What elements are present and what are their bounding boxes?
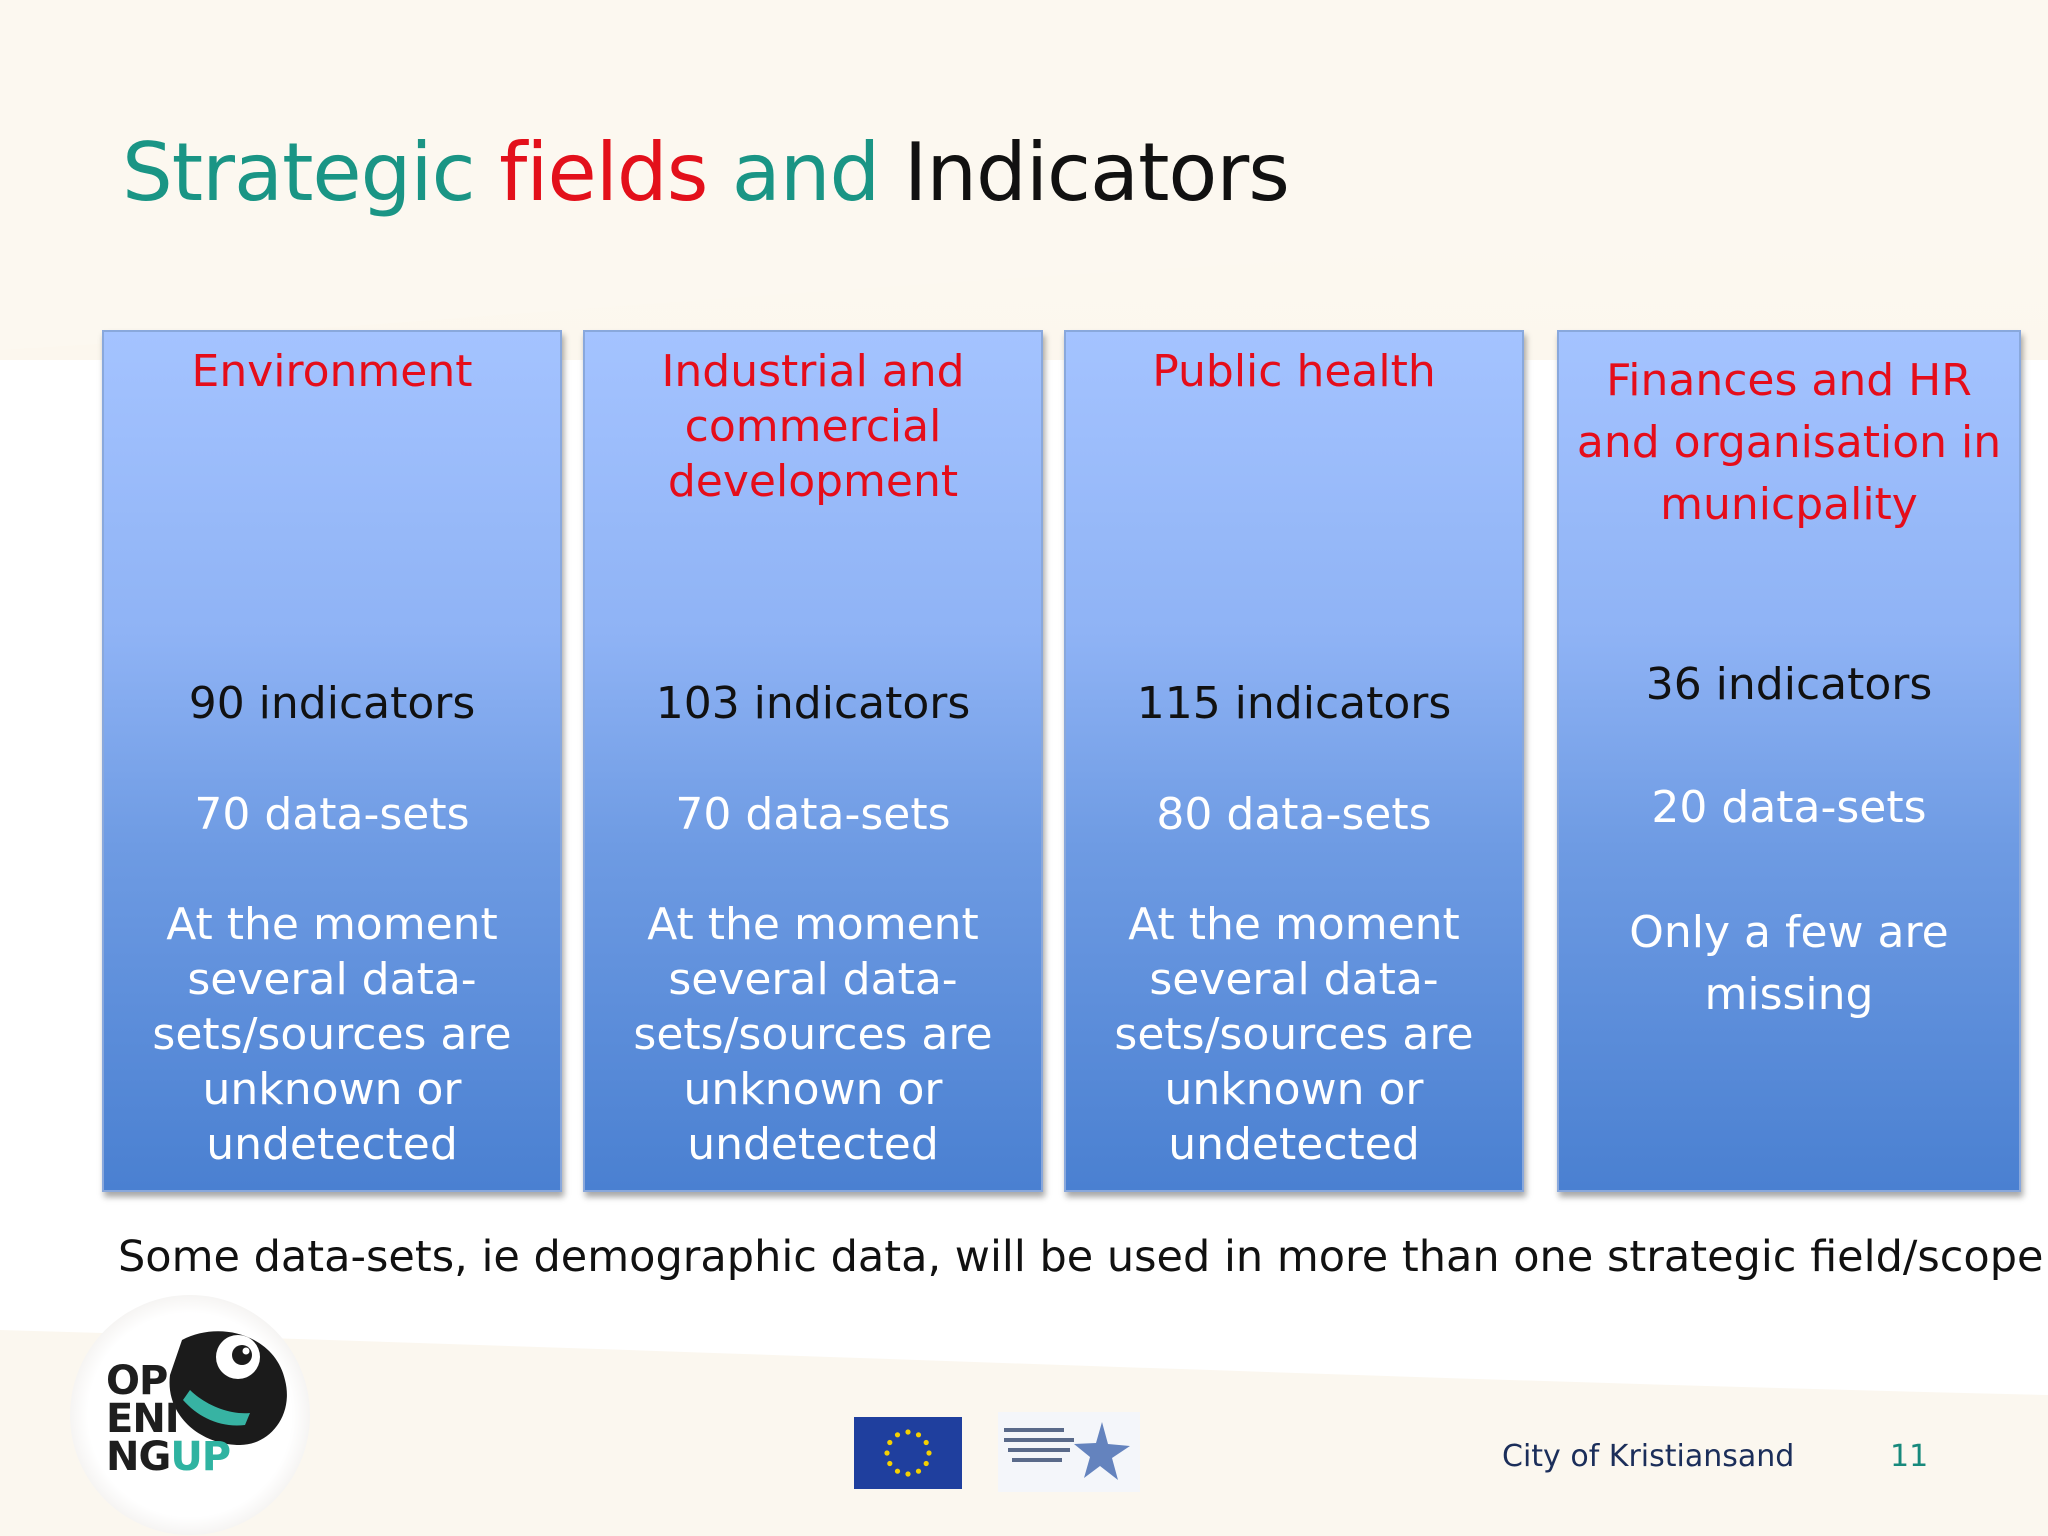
field-note-line: At the moment	[166, 899, 498, 950]
logo-text-line: ENI	[106, 1396, 180, 1442]
field-note-line: unknown or	[1164, 1064, 1424, 1115]
field-note-line: unknown or	[683, 1064, 943, 1115]
field-header: municpality	[1660, 479, 1918, 530]
field-note-line: undetected	[687, 1119, 939, 1170]
field-indicator-count: 90 indicators	[188, 678, 476, 729]
logo-text-up: UP	[170, 1434, 231, 1480]
field-header: and organisation in	[1576, 417, 2002, 468]
owl-eye-icon	[169, 1331, 287, 1445]
field-note-line: undetected	[206, 1119, 458, 1170]
field-header: development	[667, 456, 959, 507]
field-dataset-count: 70 data-sets	[194, 789, 470, 840]
field-note-line: At the moment	[647, 899, 979, 950]
title-part-and: and	[707, 126, 904, 219]
field-box-finances: Finances and HR and organisation in muni…	[1557, 330, 2021, 1192]
field-note-line: undetected	[1168, 1119, 1420, 1170]
logo-text-line: OP	[106, 1358, 168, 1404]
field-header: Public health	[1152, 346, 1436, 397]
title-part-indicators: Indicators	[903, 126, 1290, 219]
field-note-line: At the moment	[1128, 899, 1460, 950]
field-note-line: several data-	[668, 954, 958, 1005]
field-dataset-count: 70 data-sets	[675, 789, 951, 840]
field-dataset-count: 80 data-sets	[1156, 789, 1432, 840]
field-note-line: unknown or	[202, 1064, 462, 1115]
field-note-line: sets/sources are	[1114, 1009, 1474, 1060]
page-number: 11	[1890, 1439, 1929, 1474]
field-indicator-count: 103 indicators	[655, 678, 971, 729]
field-indicator-count: 115 indicators	[1136, 678, 1452, 729]
field-note-line: sets/sources are	[152, 1009, 512, 1060]
eu-flag-icon	[854, 1417, 962, 1489]
field-box-environment: Environment 90 indicators 70 data-sets A…	[102, 330, 562, 1192]
field-dataset-count: 20 data-sets	[1651, 782, 1927, 833]
field-header: Industrial and	[661, 346, 965, 397]
interreg-north-sea-logo	[998, 1412, 1140, 1492]
footer-organisation: City of Kristiansand	[1502, 1439, 1795, 1474]
field-note-line: missing	[1704, 969, 1874, 1020]
title-part-fields: fields	[499, 126, 708, 219]
field-header: Environment	[191, 346, 473, 397]
field-header: Finances and HR	[1606, 355, 1972, 406]
field-note-line: several data-	[1149, 954, 1439, 1005]
field-box-industrial: Industrial and commercial development 10…	[583, 330, 1043, 1192]
logo-text-ng: NG	[106, 1434, 171, 1480]
footnote: Some data-sets, ie demographic data, wil…	[118, 1232, 2048, 1282]
slide-title: Strategic fields and Indicators	[122, 118, 1290, 228]
title-part-strategic: Strategic	[122, 126, 500, 219]
field-note-line: several data-	[187, 954, 477, 1005]
field-note-line: Only a few are	[1629, 907, 1949, 958]
field-indicator-count: 36 indicators	[1645, 659, 1933, 710]
field-note-line: sets/sources are	[633, 1009, 993, 1060]
logo-text-line: NGUP	[106, 1434, 231, 1480]
openingup-logo: OP ENI NGUP	[70, 1295, 310, 1535]
field-box-public-health: Public health 115 indicators 80 data-set…	[1064, 330, 1524, 1192]
field-header: commercial	[684, 401, 942, 452]
